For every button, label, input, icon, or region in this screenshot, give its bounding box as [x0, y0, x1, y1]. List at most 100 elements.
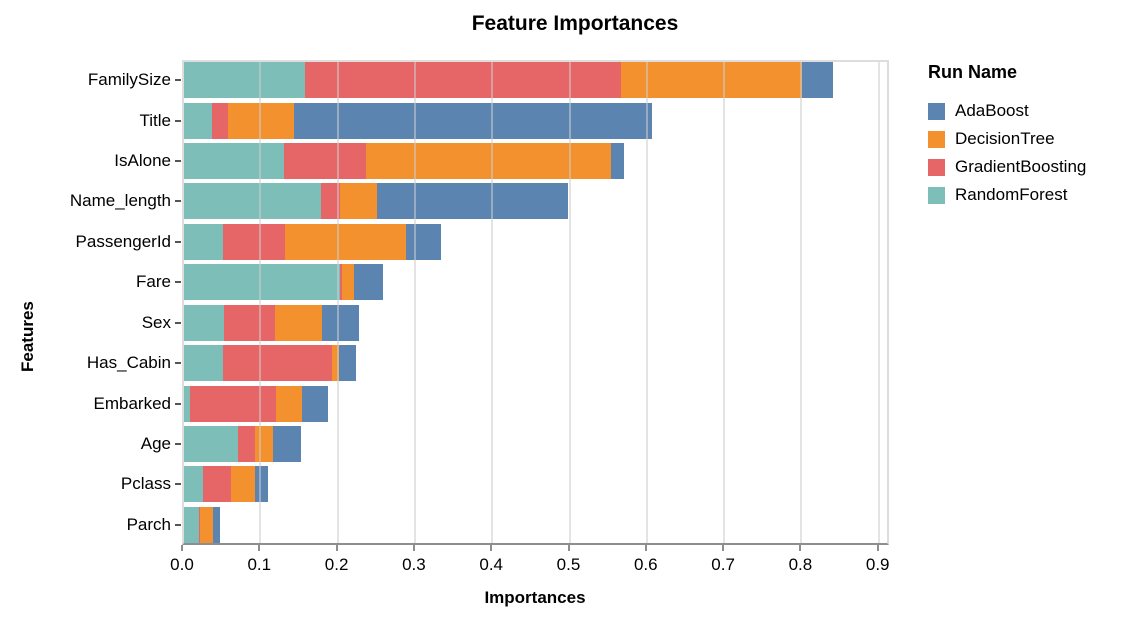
bar-segment-Parch-GradientBoosting — [198, 506, 201, 543]
bar-segment-Fare-AdaBoost — [354, 264, 383, 301]
x-tick-0.9 — [876, 545, 879, 551]
x-tick-0.7 — [722, 545, 725, 551]
y-tick-Age — [175, 442, 181, 445]
bar-segment-Sex-DecisionTree — [275, 304, 322, 341]
legend-item-GradientBoosting: GradientBoosting — [928, 153, 1086, 181]
bar-segment-FamilySize-RandomForest — [184, 62, 306, 99]
bar-segment-Has_Cabin-GradientBoosting — [222, 345, 332, 382]
legend-label-RandomForest: RandomForest — [955, 185, 1068, 204]
bar-segment-Has_Cabin-DecisionTree — [331, 345, 340, 382]
x-tick-0.1 — [258, 545, 261, 551]
bar-segment-FamilySize-AdaBoost — [801, 62, 834, 99]
legend: Run Name AdaBoost DecisionTree GradientBoo… — [928, 62, 1086, 209]
legend-label-DecisionTree: DecisionTree — [955, 129, 1055, 148]
x-tick-0.8 — [799, 545, 802, 551]
bar-segment-Age-AdaBoost — [272, 425, 301, 462]
legend-item-RandomForest: RandomForest — [928, 181, 1086, 209]
y-tick-label-PassengerId: PassengerId — [75, 231, 171, 251]
x-tick-label-0.5: 0.5 — [556, 555, 581, 574]
bar-segment-Pclass-AdaBoost — [255, 466, 269, 503]
gridline-0.4 — [491, 62, 494, 543]
y-tick-label-Fare: Fare — [136, 272, 171, 292]
bar-segment-FamilySize-GradientBoosting — [305, 62, 621, 99]
legend-swatch-GradientBoosting — [928, 158, 945, 176]
x-tick-0.5 — [567, 545, 570, 551]
x-tick-label-0.0: 0.0 — [170, 555, 194, 574]
y-tick-label-Parch: Parch — [126, 514, 171, 534]
bar-segment-Embarked-GradientBoosting — [190, 385, 276, 422]
bar-segment-Embarked-RandomForest — [184, 385, 191, 422]
y-tick-Sex — [175, 321, 181, 324]
y-tick-IsAlone — [175, 160, 181, 163]
bar-segment-Fare-RandomForest — [184, 264, 341, 301]
bar-segment-IsAlone-DecisionTree — [366, 143, 611, 180]
y-tick-Has_Cabin — [175, 362, 181, 365]
legend-item-DecisionTree: DecisionTree — [928, 125, 1086, 153]
y-tick-PassengerId — [175, 240, 181, 243]
bar-segment-Parch-DecisionTree — [200, 506, 214, 543]
bar-segment-Has_Cabin-RandomForest — [184, 345, 223, 382]
y-tick-label-Has_Cabin: Has_Cabin — [86, 353, 171, 373]
x-tick-label-0.3: 0.3 — [402, 555, 426, 574]
bar-segment-Age-RandomForest — [184, 425, 239, 462]
bar-segment-Parch-AdaBoost — [213, 506, 220, 543]
x-tick-0.4 — [490, 545, 493, 551]
bar-segment-Title-AdaBoost — [293, 102, 652, 139]
bar-segment-Name_length-RandomForest — [184, 183, 321, 220]
bar-segment-Title-RandomForest — [184, 102, 212, 139]
bar-segment-Fare-GradientBoosting — [340, 264, 342, 301]
y-tick-FamilySize — [175, 79, 181, 82]
bar-segment-FamilySize-DecisionTree — [620, 62, 802, 99]
gridline-0.3 — [413, 62, 416, 543]
gridline-0.1 — [259, 62, 262, 543]
gridline-0.9 — [877, 62, 880, 543]
x-tick-label-0.8: 0.8 — [788, 555, 813, 574]
bar-segment-Embarked-DecisionTree — [275, 385, 303, 422]
bar-segment-IsAlone-GradientBoosting — [284, 143, 367, 180]
gridline-0.8 — [800, 62, 803, 543]
bar-segment-Sex-RandomForest — [184, 304, 225, 341]
y-tick-label-IsAlone: IsAlone — [114, 151, 171, 171]
bar-segment-Age-DecisionTree — [255, 425, 273, 462]
bar-segment-Age-GradientBoosting — [238, 425, 256, 462]
legend-swatch-RandomForest — [928, 186, 945, 204]
bar-segment-Has_Cabin-AdaBoost — [339, 345, 357, 382]
bar-segment-Name_length-DecisionTree — [340, 183, 378, 220]
legend-swatch-DecisionTree — [928, 130, 945, 148]
bar-segment-Sex-GradientBoosting — [224, 304, 276, 341]
bar-segment-Pclass-RandomForest — [184, 466, 204, 503]
x-tick-0.3 — [412, 545, 415, 551]
x-tick-0.2 — [335, 545, 338, 551]
x-tick-label-0.6: 0.6 — [633, 555, 658, 574]
bar-segment-Name_length-AdaBoost — [377, 183, 569, 220]
x-tick-label-0.9: 0.9 — [865, 555, 890, 574]
y-tick-label-Age: Age — [140, 433, 171, 453]
bar-segment-PassengerId-RandomForest — [184, 223, 223, 260]
x-tick-label-0.1: 0.1 — [247, 555, 272, 574]
y-tick-label-Pclass: Pclass — [120, 474, 171, 494]
y-tick-Fare — [175, 281, 181, 284]
x-tick-0.6 — [644, 545, 647, 551]
legend-title: Run Name — [928, 62, 1018, 82]
gridline-0.6 — [645, 62, 648, 543]
bar-segment-Embarked-AdaBoost — [302, 385, 328, 422]
bar-segment-Name_length-GradientBoosting — [320, 183, 341, 220]
bar-segment-Pclass-GradientBoosting — [203, 466, 232, 503]
x-tick-label-0.4: 0.4 — [479, 555, 504, 574]
y-tick-label-Embarked: Embarked — [93, 393, 171, 413]
bar-segment-Title-GradientBoosting — [211, 102, 229, 139]
bar-segment-IsAlone-RandomForest — [184, 143, 285, 180]
x-tick-label-0.2: 0.2 — [324, 555, 349, 574]
y-tick-label-Title: Title — [139, 110, 172, 130]
legend-swatch-AdaBoost — [928, 102, 945, 120]
plot-area — [182, 60, 889, 545]
gridline-0.5 — [568, 62, 571, 543]
bar-segment-PassengerId-GradientBoosting — [222, 223, 286, 260]
x-axis-title: Importances — [484, 588, 586, 607]
legend-label-AdaBoost: AdaBoost — [955, 101, 1029, 120]
gridline-0.2 — [336, 62, 339, 543]
y-tick-Name_length — [175, 200, 181, 203]
legend-items: AdaBoost DecisionTree GradientBoosting Rand… — [928, 97, 1086, 209]
legend-item-AdaBoost: AdaBoost — [928, 97, 1086, 125]
x-tick-label-0.7: 0.7 — [711, 555, 735, 574]
